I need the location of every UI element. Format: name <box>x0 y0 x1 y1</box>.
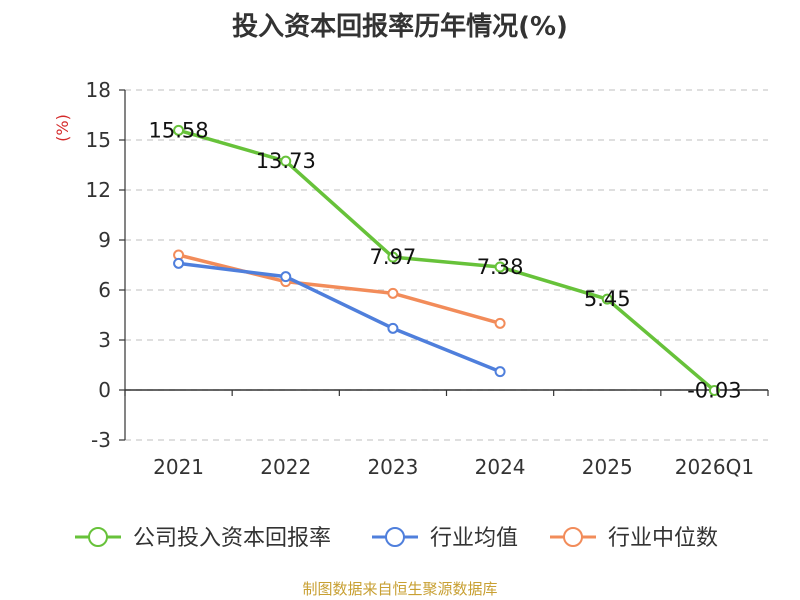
x-tick-label: 2023 <box>367 455 418 479</box>
data-point[interactable] <box>387 287 399 299</box>
x-tick-label: 2021 <box>153 455 204 479</box>
legend-item[interactable]: 行业均值 <box>372 526 518 551</box>
x-tick-label: 2026Q1 <box>675 455 754 479</box>
legend-label: 行业均值 <box>430 526 518 551</box>
series-line <box>178 261 501 374</box>
y-tick-label: 12 <box>86 178 111 202</box>
data-label: 5.45 <box>584 287 631 311</box>
x-tick-label: 2022 <box>260 455 311 479</box>
data-label: 15.58 <box>149 118 209 142</box>
data-point[interactable] <box>494 261 506 273</box>
chart-title: 投入资本回报率历年情况(%) <box>232 12 568 42</box>
legend-item[interactable]: 公司投入资本回报率 <box>75 526 331 551</box>
legend-marker <box>385 527 405 547</box>
legend-label: 公司投入资本回报率 <box>133 526 331 551</box>
series-line <box>178 128 716 392</box>
y-tick-label: -3 <box>91 428 111 452</box>
data-point[interactable] <box>280 271 292 283</box>
data-label: -0.03 <box>687 379 741 403</box>
data-point[interactable] <box>601 293 613 305</box>
data-point[interactable] <box>708 385 720 396</box>
legend[interactable]: 公司投入资本回报率 行业均值 行业中位数 <box>75 526 718 551</box>
y-axis-label: (%) <box>53 114 72 142</box>
legend-item[interactable]: 行业中位数 <box>550 526 718 551</box>
x-tick-label: 2024 <box>475 455 526 479</box>
y-tick-label: 15 <box>86 128 111 152</box>
source-note: 制图数据来自恒生聚源数据库 <box>302 580 498 598</box>
data-point[interactable] <box>494 366 506 378</box>
series-group <box>173 124 720 396</box>
x-tick-labels: 2021 2022 2023 2024 2025 2026Q1 <box>153 455 754 479</box>
y-tick-label: 18 <box>86 78 111 102</box>
data-point[interactable] <box>387 251 399 263</box>
y-tick-labels: -3 0 3 6 9 12 15 18 <box>86 78 111 452</box>
y-tick-label: 6 <box>98 278 111 302</box>
data-point[interactable] <box>173 257 185 269</box>
legend-marker <box>88 527 108 547</box>
data-label: 7.97 <box>370 245 417 269</box>
data-point[interactable] <box>494 317 506 329</box>
y-tick-label: 3 <box>98 328 111 352</box>
axes <box>119 89 769 441</box>
y-tick-label: 0 <box>98 378 111 402</box>
legend-marker <box>563 527 583 547</box>
series-line <box>178 253 501 326</box>
data-point[interactable] <box>280 155 292 167</box>
data-label: 7.38 <box>477 255 524 279</box>
data-label: 13.73 <box>256 149 316 173</box>
x-tick-label: 2025 <box>582 455 633 479</box>
data-point[interactable] <box>173 124 185 136</box>
y-tick-label: 9 <box>98 228 111 252</box>
data-point[interactable] <box>387 322 399 334</box>
data-labels: 15.58 13.73 7.97 7.38 5.45 -0.03 <box>149 118 742 402</box>
legend-label: 行业中位数 <box>608 526 718 551</box>
